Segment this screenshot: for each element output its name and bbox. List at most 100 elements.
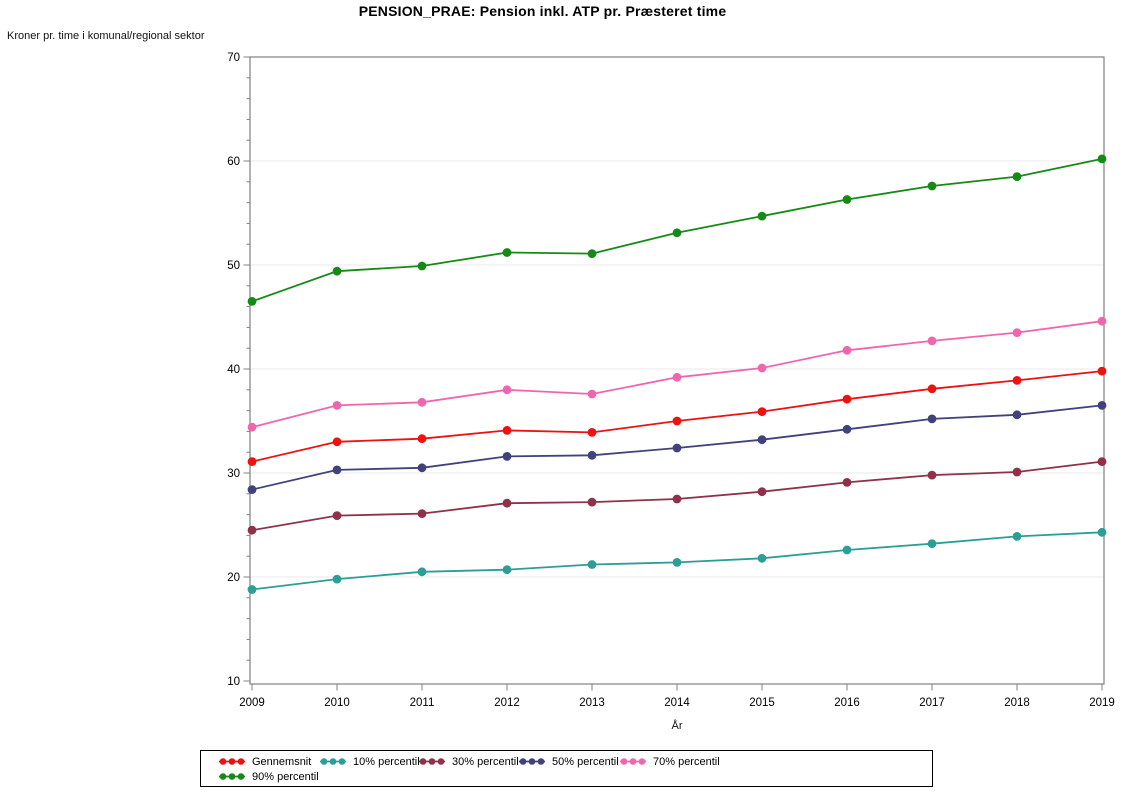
legend-item-70-percentil: 70% percentil <box>620 755 720 768</box>
y-tick-label: 40 <box>227 364 240 376</box>
data-point-marker <box>587 497 597 507</box>
data-point-marker <box>587 389 597 399</box>
legend-marker-icon <box>519 758 545 765</box>
data-point-marker <box>672 558 682 567</box>
data-point-marker <box>417 509 427 518</box>
legend: Gennemsnit 10% percentil 30% percentil 50% … <box>200 750 933 787</box>
data-point-marker <box>587 560 597 569</box>
data-point-marker <box>757 211 767 221</box>
legend-item-gennemsnit: Gennemsnit <box>219 755 311 768</box>
data-point-marker <box>417 463 427 473</box>
x-tick-label: 2019 <box>1089 697 1115 709</box>
legend-label: 30% percentil <box>452 755 519 768</box>
data-point-marker <box>417 567 427 577</box>
data-point-marker <box>757 363 767 373</box>
data-point-marker <box>332 437 342 447</box>
data-point-marker <box>842 424 852 434</box>
data-point-marker <box>247 457 257 466</box>
x-axis-label: År <box>671 720 683 732</box>
x-tick-label: 2017 <box>919 697 945 709</box>
data-point-marker <box>502 248 512 257</box>
data-point-marker <box>1012 467 1022 477</box>
x-tick-label: 2016 <box>834 697 860 709</box>
data-point-marker <box>247 585 257 594</box>
data-point-marker <box>502 385 512 395</box>
y-tick-label: 20 <box>227 572 240 584</box>
y-tick-label: 60 <box>227 156 240 168</box>
data-point-marker <box>1097 457 1107 466</box>
data-point-marker <box>587 450 597 460</box>
data-point-marker <box>1097 527 1107 537</box>
x-tick-label: 2014 <box>664 697 690 709</box>
legend-marker-icon <box>419 758 445 765</box>
data-point-marker <box>332 401 342 410</box>
y-axis-label: Kroner pr. time i komunal/regional sekto… <box>7 30 205 42</box>
legend-item-90-percentil: 90% percentil <box>219 770 319 783</box>
data-point-marker <box>417 261 427 271</box>
data-point-marker <box>1012 410 1022 420</box>
data-point-marker <box>757 407 767 416</box>
data-point-marker <box>842 195 852 204</box>
legend-marker-icon <box>219 758 245 765</box>
data-point-marker <box>672 416 682 426</box>
data-point-marker <box>842 478 852 487</box>
data-point-marker <box>842 345 852 355</box>
plot-frame <box>249 56 1105 685</box>
data-point-marker <box>587 428 597 437</box>
x-tick-label: 2012 <box>494 697 520 709</box>
data-point-marker <box>927 470 937 480</box>
line-chart-plot: 10 20 30 40 50 60 70 2009 2010 2011 2012 2013 2014 20… <box>227 52 1115 709</box>
chart-title: PENSION_PRAE: Pension inkl. ATP pr. Præs… <box>358 3 727 19</box>
y-tick-label: 70 <box>227 52 240 64</box>
data-point-marker <box>1012 172 1022 182</box>
data-point-marker <box>332 574 342 584</box>
data-point-marker <box>502 426 512 435</box>
data-point-marker <box>927 414 937 424</box>
data-point-marker <box>757 553 767 563</box>
data-point-marker <box>417 397 427 407</box>
x-tick-label: 2018 <box>1004 697 1030 709</box>
data-point-marker <box>1012 328 1022 337</box>
data-point-marker <box>927 336 937 346</box>
data-point-marker <box>927 539 937 549</box>
legend-item-50-percentil: 50% percentil <box>519 755 619 768</box>
data-point-marker <box>247 485 257 494</box>
data-point-marker <box>1012 376 1022 385</box>
legend-label: Gennemsnit <box>252 755 312 768</box>
data-point-marker <box>1097 366 1107 376</box>
y-tick-label: 30 <box>227 468 240 480</box>
data-point-marker <box>672 443 682 453</box>
data-point-marker <box>502 452 512 461</box>
legend-marker-icon <box>219 773 245 780</box>
data-point-marker <box>1012 532 1022 541</box>
data-point-marker <box>332 511 342 520</box>
data-point-marker <box>502 565 512 575</box>
legend-label: 50% percentil <box>552 755 619 768</box>
y-tick-label: 10 <box>227 676 240 688</box>
legend-marker-icon <box>320 758 346 765</box>
data-point-marker <box>1097 401 1107 410</box>
data-point-marker <box>672 228 682 238</box>
data-point-marker <box>1097 154 1107 164</box>
data-point-marker <box>672 494 682 504</box>
data-point-marker <box>247 297 257 306</box>
data-point-marker <box>417 434 427 444</box>
x-tick-label: 2011 <box>410 697 435 709</box>
data-point-marker <box>927 384 937 394</box>
data-point-marker <box>247 525 257 535</box>
data-point-marker <box>757 435 767 445</box>
data-point-marker <box>502 498 512 508</box>
legend-label: 10% percentil <box>353 755 420 768</box>
data-point-marker <box>842 394 852 404</box>
y-tick-label: 50 <box>227 260 240 272</box>
data-point-marker <box>247 422 257 432</box>
data-point-marker <box>927 181 937 191</box>
legend-marker-icon <box>620 758 646 765</box>
x-tick-label: 2015 <box>749 697 775 709</box>
legend-item-10-percentil: 10% percentil <box>320 755 420 768</box>
data-point-marker <box>332 465 342 475</box>
data-point-marker <box>672 372 682 382</box>
data-point-marker <box>1097 316 1107 326</box>
x-tick-label: 2009 <box>239 697 265 709</box>
